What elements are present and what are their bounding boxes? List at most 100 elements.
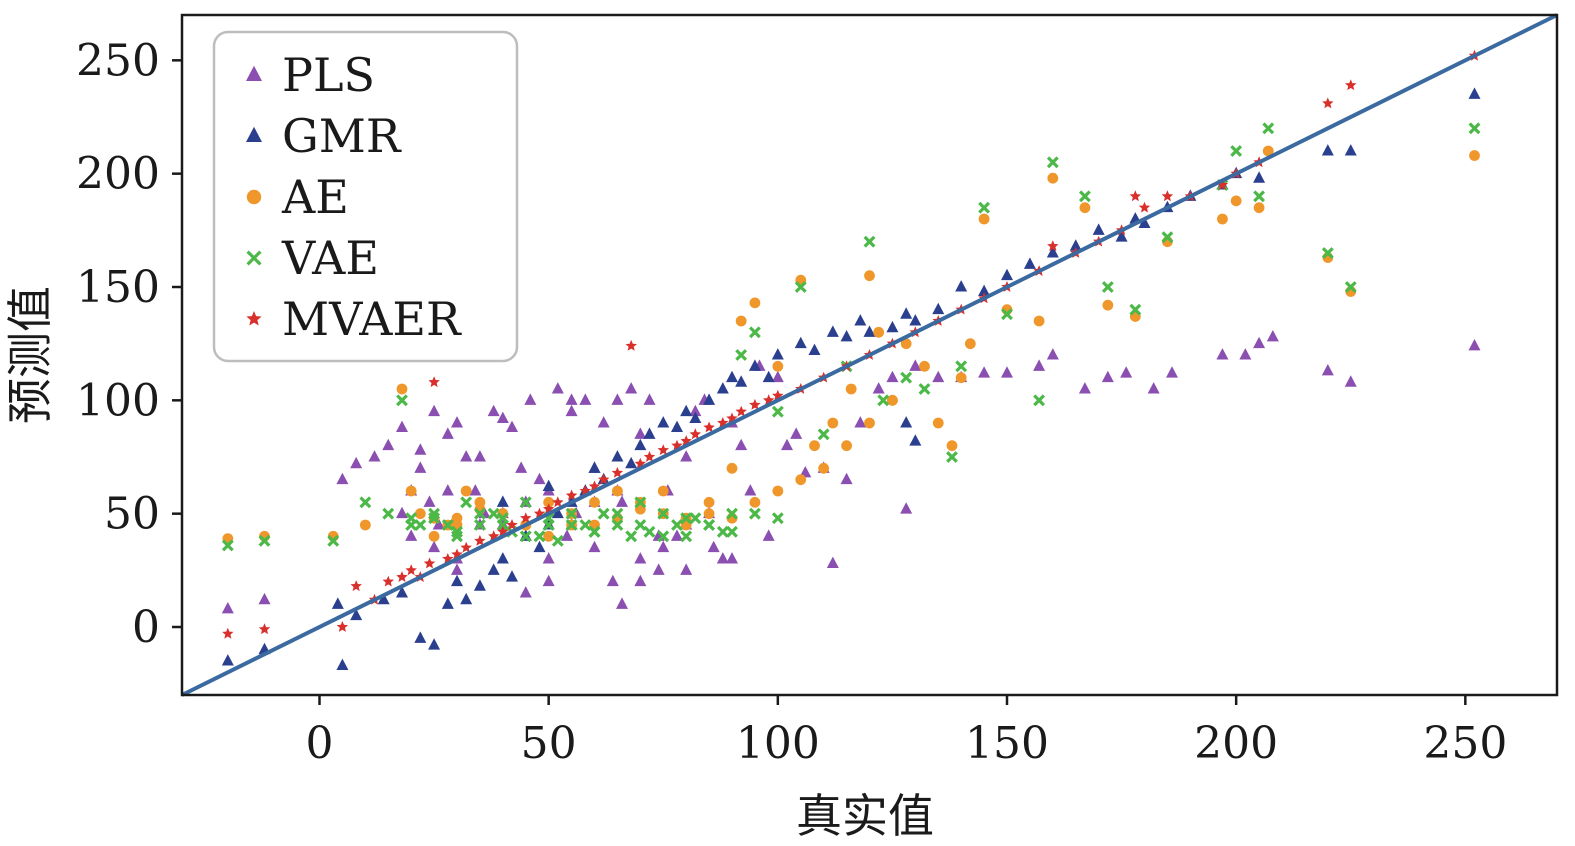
pls-point — [932, 370, 945, 383]
vae-point — [551, 534, 564, 547]
pls-point — [396, 506, 408, 519]
vae-point — [221, 539, 234, 552]
gmr-point — [1092, 223, 1105, 235]
mvaer-point — [689, 428, 701, 440]
pls-point — [519, 586, 532, 598]
legend-label-mvaer: MVAER — [282, 292, 462, 346]
ae-point — [428, 530, 440, 542]
mvaer-point — [1161, 190, 1174, 202]
pls-point — [451, 416, 463, 428]
pls-point — [405, 529, 418, 541]
pls-point — [382, 438, 395, 451]
gmr-point — [808, 343, 821, 355]
pls-point — [1101, 370, 1114, 383]
mvaer-point — [643, 451, 656, 462]
gmr-point — [854, 314, 867, 326]
gmr-point — [428, 638, 441, 650]
pls-point — [565, 393, 578, 405]
gmr-point — [671, 420, 683, 433]
ae-point — [1230, 195, 1242, 207]
vae-point — [680, 512, 693, 525]
pls-point — [1033, 359, 1046, 371]
pls-point — [473, 450, 486, 462]
x-tick-label: 150 — [965, 718, 1049, 769]
gmr-point — [1321, 144, 1334, 156]
ae-point — [735, 315, 747, 327]
gmr-point — [451, 574, 463, 587]
vae-point — [519, 530, 532, 543]
vae-point — [487, 507, 500, 520]
mvaer-point — [336, 621, 349, 632]
vae-point — [748, 326, 761, 339]
ae-point — [726, 462, 738, 474]
mvaer-point — [763, 394, 775, 406]
pls-point — [428, 404, 441, 417]
pls-point — [634, 574, 647, 587]
gmr-point — [460, 592, 473, 605]
y-tick-label: 100 — [76, 375, 160, 426]
gmr-point — [542, 479, 555, 491]
pls-point — [616, 495, 628, 507]
y-tick-label: 0 — [132, 602, 160, 653]
vae-point — [1253, 190, 1266, 203]
ae-point — [809, 440, 820, 452]
y-tick-label: 200 — [76, 149, 160, 200]
vae-point — [611, 519, 624, 531]
mvaer-point — [680, 435, 692, 446]
pls-point — [790, 427, 803, 439]
pls-point — [978, 366, 991, 378]
vae-point — [794, 281, 807, 293]
ae-point — [749, 297, 761, 309]
mvaer-point — [1345, 79, 1357, 91]
pls-point — [469, 484, 482, 496]
legend-marker-ae — [246, 189, 262, 205]
ae-point — [414, 508, 426, 520]
ae-point — [772, 485, 784, 497]
vae-point — [671, 519, 683, 531]
ae-point — [1102, 299, 1114, 311]
vae-point — [1262, 122, 1275, 135]
ae-point — [1047, 172, 1059, 184]
pls-point — [221, 601, 234, 614]
ae-point — [873, 326, 885, 338]
pls-point — [1253, 336, 1266, 349]
gmr-point — [441, 597, 454, 609]
pls-point — [1216, 348, 1229, 360]
mvaer-point — [428, 376, 440, 388]
y-tick-label: 50 — [104, 489, 160, 540]
gmr-point — [932, 302, 945, 315]
ae-point — [864, 270, 875, 282]
ae-point — [1469, 150, 1480, 161]
vae-point — [405, 519, 418, 531]
pls-point — [606, 574, 619, 587]
gmr-point — [625, 456, 638, 469]
pls-point — [579, 393, 592, 405]
vae-point — [1321, 247, 1334, 259]
vae-point — [414, 519, 427, 531]
ae-point — [612, 485, 623, 497]
gmr-point — [726, 370, 738, 383]
vae-point — [611, 507, 624, 520]
gmr-point — [1138, 216, 1151, 229]
pls-point — [336, 472, 349, 485]
legend: PLS GMR AE VAE MVAER — [212, 30, 519, 363]
pls-point — [634, 427, 647, 439]
ae-point — [1033, 315, 1045, 327]
vae-point — [877, 394, 890, 407]
ae-point — [795, 474, 807, 486]
mvaer-point — [396, 571, 408, 582]
pls-point — [350, 456, 363, 469]
pls-point — [1166, 366, 1178, 378]
gmr-point — [643, 427, 656, 439]
ae-point — [818, 462, 830, 474]
pls-point — [680, 450, 693, 462]
ae-point — [932, 417, 944, 429]
vae-point — [680, 530, 693, 543]
pls-point — [680, 563, 693, 575]
pls-point — [441, 427, 454, 439]
gmr-point — [689, 411, 702, 423]
x-tick-label: 50 — [521, 718, 577, 769]
pls-point — [423, 495, 436, 507]
vae-point — [496, 519, 509, 531]
mvaer-point — [506, 519, 518, 530]
